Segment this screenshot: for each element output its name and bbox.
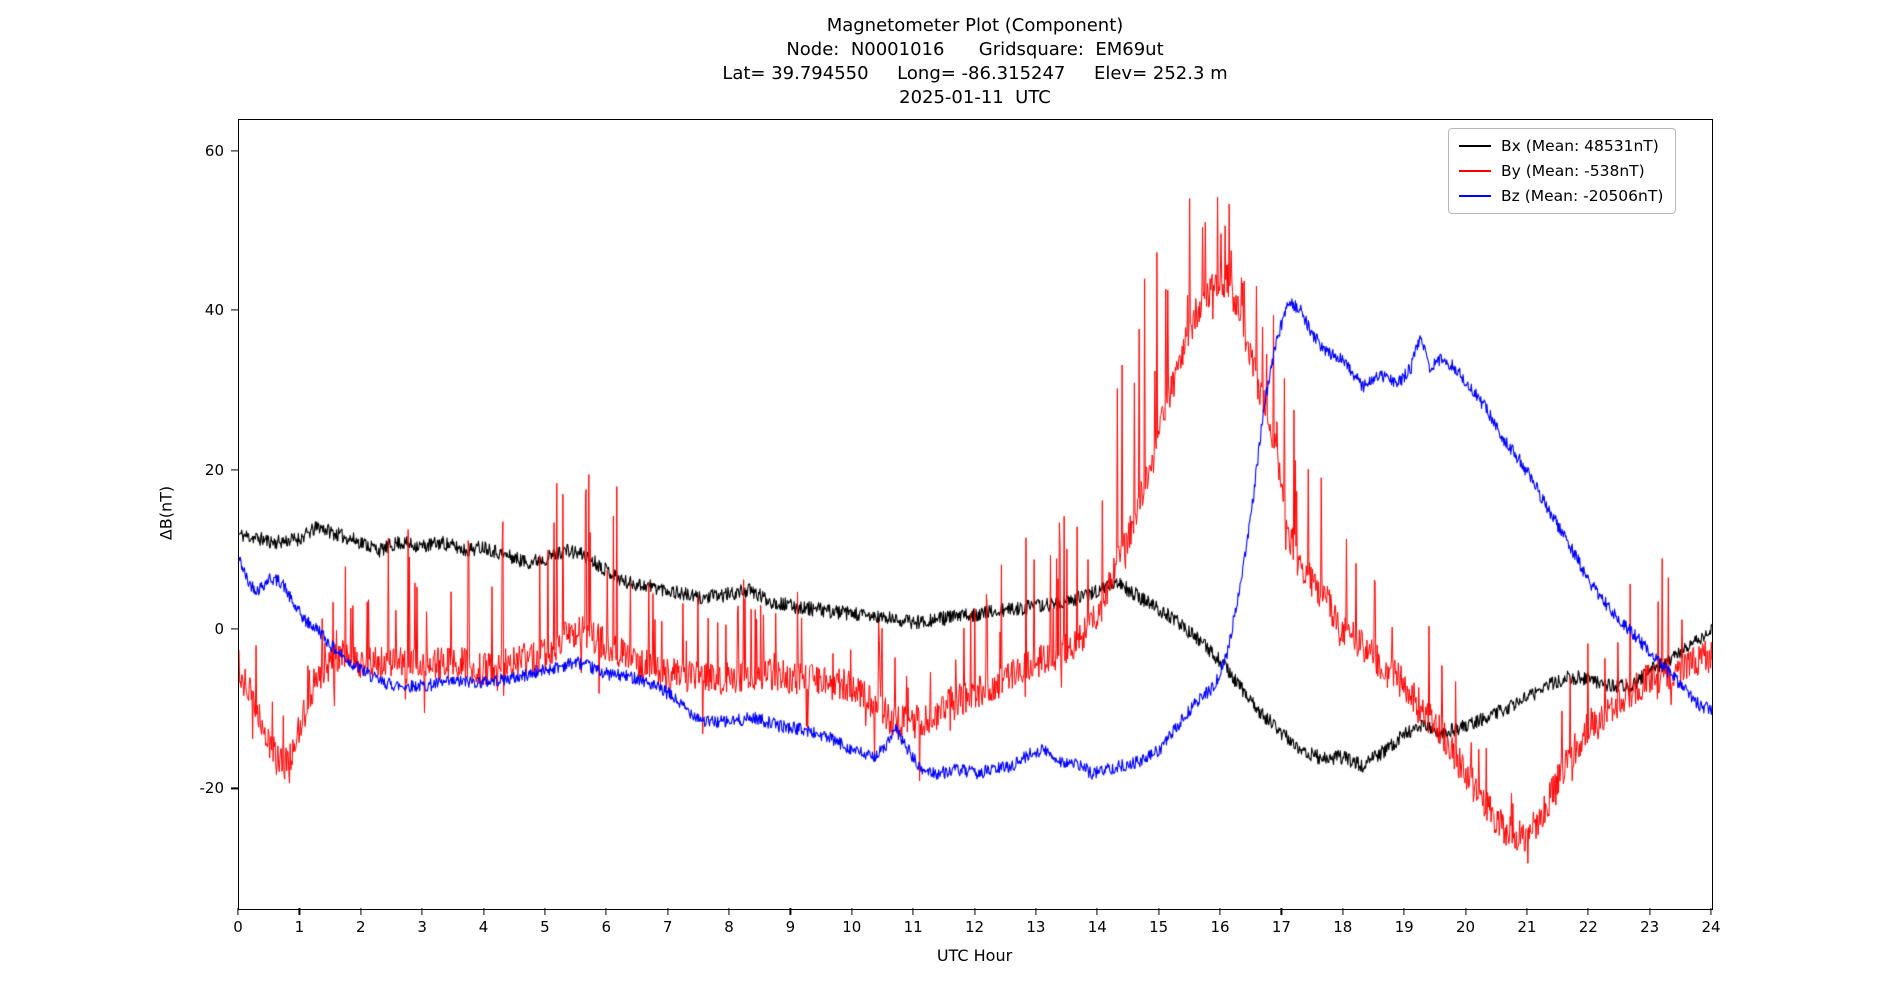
y-tick-label: 20 xyxy=(204,460,224,479)
x-tick-label: 13 xyxy=(1026,918,1046,936)
x-tick-label: 9 xyxy=(785,918,796,936)
x-tick-mark xyxy=(1526,908,1528,915)
x-tick-label: 15 xyxy=(1149,918,1169,936)
x-tick-label: 3 xyxy=(417,918,427,936)
plot-subtitle-node: Node: N0001016 Gridsquare: EM69ut xyxy=(786,39,1164,60)
x-tick-label: 24 xyxy=(1701,918,1721,936)
bz-legend-label: Bz (Mean: -20506nT) xyxy=(1501,187,1664,205)
x-tick-mark xyxy=(482,908,485,915)
x-tick-mark xyxy=(912,908,914,915)
x-tick-mark xyxy=(973,908,976,915)
x-tick-mark xyxy=(1158,908,1160,915)
x-tick-mark xyxy=(298,908,300,915)
x-tick-mark xyxy=(237,908,239,915)
x-tick-mark xyxy=(360,908,362,915)
x-tick-mark xyxy=(605,908,607,915)
legend-box: Bx (Mean: 48531nT) By (Mean: -538nT) Bz … xyxy=(1448,128,1677,214)
by-legend-label: By (Mean: -538nT) xyxy=(1501,162,1645,180)
title-block: Magnetometer Plot (Component) Node: N000… xyxy=(0,14,1900,110)
y-tick-label: 60 xyxy=(204,141,224,160)
x-tick-mark xyxy=(1219,908,1221,915)
x-tick-mark xyxy=(1035,908,1037,915)
x-tick-mark xyxy=(1342,908,1344,915)
x-axis-label: UTC Hour xyxy=(936,946,1013,965)
x-tick-mark xyxy=(1464,908,1467,915)
x-tick-label: 11 xyxy=(903,918,923,936)
y-tick-mark xyxy=(231,150,238,152)
x-tick-label: 19 xyxy=(1394,918,1414,936)
x-tick-label: 21 xyxy=(1517,918,1537,936)
x-tick-mark xyxy=(1710,908,1712,915)
x-tick-label: 23 xyxy=(1640,918,1660,936)
by-line-swatch xyxy=(1459,170,1491,172)
x-tick-mark xyxy=(789,908,791,915)
x-tick-label: 14 xyxy=(1087,918,1107,936)
y-tick-mark xyxy=(231,309,238,311)
y-tick-label: -20 xyxy=(199,779,225,798)
x-tick-label: 17 xyxy=(1271,918,1291,936)
x-tick-mark xyxy=(1403,908,1405,915)
plot-subtitle-date: 2025-01-11 UTC xyxy=(899,87,1051,108)
x-tick-label: 5 xyxy=(540,918,550,936)
y-tick-label: 0 xyxy=(214,620,224,639)
x-tick-mark xyxy=(728,908,730,915)
legend-item-bz: Bz (Mean: -20506nT) xyxy=(1459,187,1663,205)
x-tick-label: 22 xyxy=(1578,918,1598,936)
x-tick-mark xyxy=(421,908,423,915)
y-tick-mark xyxy=(231,787,238,790)
x-tick-mark xyxy=(544,908,546,915)
x-tick-mark xyxy=(851,908,853,915)
x-tick-label: 0 xyxy=(233,918,243,936)
legend-item-by: By (Mean: -538nT) xyxy=(1459,162,1663,180)
plot-title: Magnetometer Plot (Component) xyxy=(826,15,1124,36)
y-axis-label: ΔB(nT) xyxy=(156,485,176,541)
legend-item-bx: Bx (Mean: 48531nT) xyxy=(1459,137,1663,155)
x-tick-label: 10 xyxy=(842,918,862,936)
x-tick-mark xyxy=(1587,908,1589,915)
x-tick-label: 18 xyxy=(1333,918,1353,936)
y-tick-mark xyxy=(231,628,238,630)
x-tick-label: 20 xyxy=(1455,918,1476,936)
x-tick-label: 2 xyxy=(355,918,366,936)
bx-legend-label: Bx (Mean: 48531nT) xyxy=(1501,137,1659,155)
plot-area xyxy=(238,119,1713,910)
x-tick-label: 8 xyxy=(724,918,734,936)
x-tick-mark xyxy=(1096,908,1098,915)
x-tick-mark xyxy=(1280,908,1282,915)
plot-subtitle-location: Lat= 39.794550 Long= -86.315247 Elev= 25… xyxy=(722,63,1228,84)
x-tick-label: 1 xyxy=(294,918,305,936)
y-tick-label: 40 xyxy=(204,301,224,320)
x-tick-mark xyxy=(667,908,669,915)
bx-line-swatch xyxy=(1459,145,1491,147)
x-tick-label: 6 xyxy=(601,918,612,936)
bz-line-swatch xyxy=(1459,195,1491,197)
x-tick-label: 4 xyxy=(478,918,489,936)
plot-canvas xyxy=(239,120,1712,909)
x-tick-mark xyxy=(1649,908,1651,915)
x-tick-label: 12 xyxy=(964,918,985,936)
y-tick-mark xyxy=(231,469,238,471)
x-tick-label: 7 xyxy=(662,918,673,936)
x-tick-label: 16 xyxy=(1210,918,1230,936)
